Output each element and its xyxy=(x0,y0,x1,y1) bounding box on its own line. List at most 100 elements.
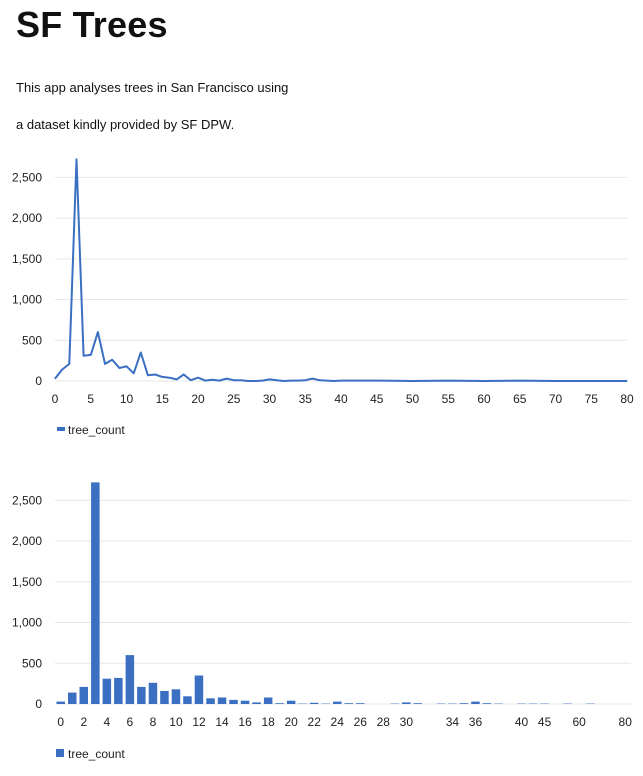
data-point xyxy=(204,379,206,382)
description-line-2: a dataset kindly provided by SF DPW. xyxy=(16,117,235,132)
bar-tree-count xyxy=(160,691,169,704)
data-point xyxy=(590,380,592,382)
y-tick-label: 500 xyxy=(22,333,42,347)
bar-tree-count xyxy=(413,703,423,704)
page-title: SF Trees xyxy=(16,4,168,45)
data-point xyxy=(626,380,628,382)
x-tick-label: 40 xyxy=(334,392,348,406)
data-point xyxy=(183,373,185,376)
bar-tree-count xyxy=(333,701,342,704)
data-point xyxy=(297,379,299,382)
bar-tree-count xyxy=(68,692,77,704)
x-tick-label: 20 xyxy=(284,715,298,729)
data-point xyxy=(68,363,70,365)
legend-label: tree_count xyxy=(68,423,125,437)
x-tick-label: 28 xyxy=(377,715,391,729)
bar-tree-count xyxy=(402,702,411,704)
x-tick-label: 8 xyxy=(150,715,157,729)
x-tick-label: 36 xyxy=(469,715,483,729)
line-chart: 0 500 1,000 1,500 2,000 2,500 0 5 10 15 20 25 30 35 40… xyxy=(12,158,634,437)
bar-tree-count xyxy=(56,701,65,704)
x-tick-label: 75 xyxy=(585,392,599,406)
x-tick-label: 20 xyxy=(191,392,205,406)
y-tick-label: 1,000 xyxy=(12,293,42,307)
y-tick-label: 1,500 xyxy=(12,575,42,589)
data-point xyxy=(354,379,356,382)
y-tick-label: 2,500 xyxy=(12,170,42,184)
data-point xyxy=(318,379,321,381)
data-point xyxy=(61,368,63,371)
data-point xyxy=(83,355,85,357)
bar-tree-count xyxy=(206,698,215,704)
x-tick-label: 16 xyxy=(238,715,252,729)
y-tick-label: 500 xyxy=(22,656,42,670)
series-line-tree-count xyxy=(54,158,627,382)
data-point xyxy=(97,331,99,333)
data-point xyxy=(254,380,256,382)
data-point xyxy=(240,379,242,381)
data-point xyxy=(90,354,92,356)
x-tick-label: 25 xyxy=(227,392,241,406)
x-tick-label: 5 xyxy=(87,392,94,406)
legend-swatch xyxy=(57,427,65,431)
bar-tree-count xyxy=(171,689,181,704)
data-point xyxy=(197,377,199,379)
bar-tree-count xyxy=(194,675,204,704)
bar-tree-count xyxy=(240,700,250,704)
data-point xyxy=(226,377,228,380)
data-point xyxy=(133,372,135,374)
bar-tree-count xyxy=(217,697,227,704)
data-point xyxy=(411,380,414,382)
bar-tree-count xyxy=(356,703,365,704)
x-tick-label: 6 xyxy=(127,715,134,729)
data-point xyxy=(161,376,163,378)
x-tick-label: 70 xyxy=(549,392,563,406)
x-tick-label: 34 xyxy=(446,715,460,729)
y-tick-label: 1,500 xyxy=(12,252,42,266)
data-point xyxy=(376,379,378,382)
data-point xyxy=(75,158,78,161)
x-tick-label: 60 xyxy=(572,715,586,729)
legend-swatch xyxy=(56,749,64,757)
y-tick-label: 1,000 xyxy=(12,616,42,630)
x-tick-label: 45 xyxy=(370,392,384,406)
data-point xyxy=(276,379,278,381)
data-point xyxy=(118,367,120,369)
bar-tree-count xyxy=(125,655,135,704)
bar-tree-count xyxy=(252,702,261,704)
bar-tree-count xyxy=(148,682,158,704)
bar-tree-count xyxy=(275,703,284,704)
data-point xyxy=(268,378,271,380)
bar-tree-count xyxy=(102,678,112,704)
data-point xyxy=(218,379,221,382)
x-tick-label: 0 xyxy=(57,715,64,729)
data-point xyxy=(140,351,142,354)
x-tick-label: 30 xyxy=(263,392,277,406)
bar-tree-count xyxy=(263,697,273,704)
bar-tree-count xyxy=(482,703,492,704)
bar-tree-count xyxy=(309,702,319,704)
data-point xyxy=(519,379,521,382)
data-point xyxy=(233,379,235,381)
x-tick-label: 22 xyxy=(308,715,322,729)
data-point xyxy=(54,377,56,380)
data-point xyxy=(154,373,156,376)
bar-tree-count xyxy=(286,700,296,704)
x-tick-label: 26 xyxy=(354,715,368,729)
x-tick-label: 60 xyxy=(477,392,491,406)
y-tick-label: 2,000 xyxy=(12,211,42,225)
data-point xyxy=(311,377,313,380)
data-point xyxy=(190,379,192,381)
x-tick-label: 4 xyxy=(103,715,110,729)
x-tick-label: 40 xyxy=(515,715,529,729)
data-point xyxy=(175,378,178,380)
data-point xyxy=(554,380,557,382)
data-point xyxy=(211,379,213,381)
data-point xyxy=(111,359,113,361)
x-tick-label: 10 xyxy=(169,715,183,729)
data-point xyxy=(304,379,306,381)
x-tick-label: 30 xyxy=(400,715,414,729)
x-tick-label: 0 xyxy=(52,392,59,406)
data-point xyxy=(483,380,485,382)
y-tick-label: 2,500 xyxy=(12,493,42,507)
